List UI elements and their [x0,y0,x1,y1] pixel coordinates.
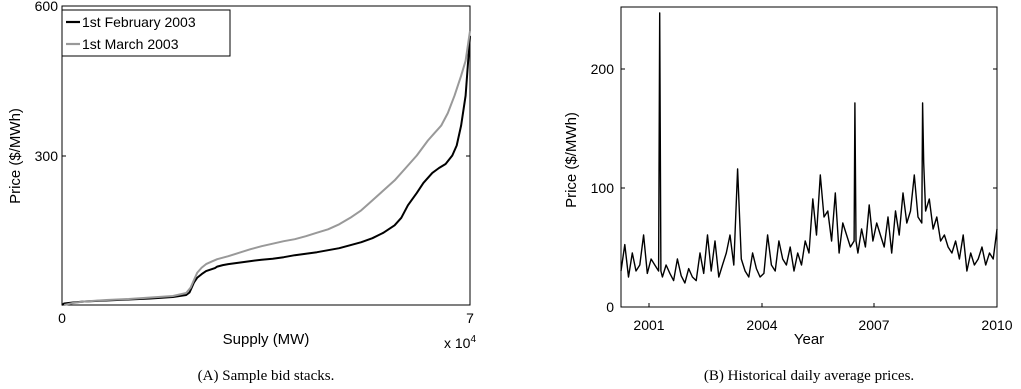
panel-a-xtick-0: 0 [58,310,66,326]
panel-a-ytick-300: 300 [35,148,59,164]
panel-a-ytick-600: 600 [35,0,59,14]
panel-b-ytick-0: 0 [606,299,614,315]
panel-b-xtick-2004: 2004 [746,317,777,333]
panel-b-axes-frame [620,6,998,308]
panel-b-xtick-2001: 2001 [633,317,664,333]
panel-a-series-line-0 [61,35,471,306]
panel-a: 600 300 0 7 x 104 Supply (MW) Price ($/M… [7,0,476,384]
panel-b-caption: (B) Historical daily average prices. [704,368,914,384]
panel-a-series-line-1 [63,30,471,306]
panel-a-legend: 1st February 2003 1st March 2003 [61,9,231,57]
panel-a-ylabel: Price ($/MWh) [7,108,24,204]
panel-b-xlabel: Year [794,331,824,348]
panel-b-series-line-0 [620,12,998,284]
panel-a-legend-box [61,9,231,57]
panel-b-xtick-2010: 2010 [981,317,1012,333]
panel-b-ylabel: Price ($/MWh) [563,112,580,208]
panel-a-series-group [61,30,471,306]
panel-b-xtick-2007: 2007 [858,317,889,333]
legend-label-feb: 1st February 2003 [82,14,196,30]
panel-a-caption: (A) Sample bid stacks. [198,368,335,384]
legend-label-mar: 1st March 2003 [82,36,179,52]
panel-a-xtick-7: 7 [466,310,474,326]
panel-b-ytick-200: 200 [591,61,615,77]
panel-a-x-multiplier: x 104 [444,334,476,351]
panel-a-xlabel: Supply (MW) [223,331,310,348]
panel-b: 0 100 200 2001 2004 2007 2010 Year Price… [563,6,1013,384]
panel-b-ytick-100: 100 [591,180,615,196]
panel-b-series-group [620,12,998,284]
